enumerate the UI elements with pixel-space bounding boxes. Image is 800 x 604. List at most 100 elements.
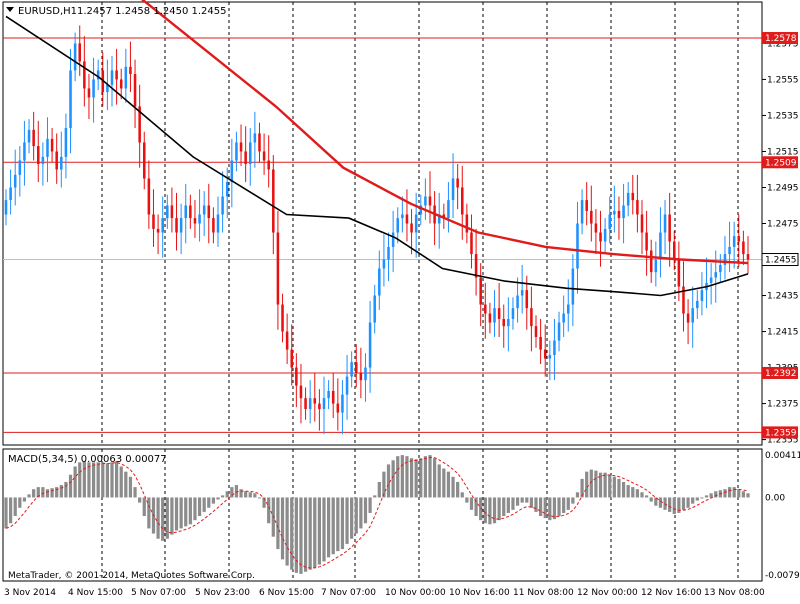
- macd-bar: [211, 497, 216, 504]
- ma-slow-line: [140, 0, 749, 265]
- candle-body: [401, 214, 404, 219]
- candle-body: [50, 138, 54, 152]
- macd-panel: [2, 448, 763, 582]
- macd-bar: [179, 497, 183, 529]
- candle-body: [631, 192, 635, 201]
- macd-bar: [188, 497, 192, 525]
- candle-body: [682, 286, 685, 314]
- candle-body: [304, 398, 307, 409]
- macd-bar: [239, 489, 243, 498]
- macd-bar: [400, 455, 404, 498]
- macd-bar: [340, 497, 345, 550]
- price-tick-label: 1.2535: [767, 111, 799, 121]
- macd-bar: [13, 497, 17, 517]
- macd-bar: [391, 460, 395, 498]
- copyright-text: MetaTrader, © 2001-2014, MetaQuotes Soft…: [8, 571, 255, 581]
- macd-bar: [105, 463, 110, 498]
- macd-bar: [280, 497, 285, 560]
- candle-body: [746, 254, 750, 260]
- macd-bar: [451, 476, 455, 498]
- price-tick-label: 1.2515: [767, 147, 799, 157]
- candle-body: [428, 196, 432, 206]
- candle-body: [179, 218, 183, 233]
- macd-bar: [617, 478, 621, 498]
- candle-body: [64, 128, 68, 157]
- macd-bar: [78, 462, 82, 498]
- candle-body: [728, 246, 731, 255]
- macd-bar: [32, 489, 36, 498]
- macd-bar: [257, 497, 262, 499]
- candle-body: [290, 349, 294, 368]
- price-tick-label: 1.2375: [767, 400, 799, 410]
- candle-body: [456, 178, 459, 188]
- macd-bar: [156, 497, 160, 539]
- macd-bar: [626, 485, 630, 498]
- candle-body: [13, 174, 17, 188]
- macd-bar: [363, 497, 368, 524]
- macd-bar: [538, 497, 543, 517]
- candle-body: [719, 264, 722, 273]
- macd-bar: [18, 497, 22, 508]
- candle-body: [696, 300, 699, 309]
- macd-bar: [423, 456, 428, 498]
- macd-bar: [262, 497, 266, 508]
- macd-bar: [428, 455, 432, 498]
- macd-bar: [419, 458, 423, 498]
- macd-bar: [253, 493, 257, 498]
- macd-bar: [704, 495, 709, 498]
- candle-body: [700, 290, 704, 301]
- candle-body: [649, 250, 653, 273]
- level-label: 1.2359: [765, 428, 797, 438]
- candle-body: [654, 259, 658, 273]
- macd-bar: [27, 494, 31, 498]
- time-tick-label: 4 Nov 15:00: [68, 588, 123, 598]
- candle-body: [308, 398, 312, 409]
- candle-body: [663, 214, 667, 233]
- candle-body: [442, 214, 446, 219]
- macd-bar: [225, 491, 229, 498]
- price-tick-label: 1.2415: [767, 328, 799, 338]
- candle-body: [207, 205, 211, 219]
- candle-body: [313, 398, 317, 404]
- macd-bar: [681, 497, 686, 510]
- candle-body: [686, 313, 690, 323]
- macd-bar: [110, 462, 114, 498]
- macd-bar: [732, 487, 736, 498]
- macd-bar: [492, 497, 497, 524]
- candle-body: [626, 192, 630, 206]
- candle-body: [318, 403, 321, 409]
- candle-body: [677, 259, 681, 287]
- candle-body: [405, 214, 409, 224]
- macd-bar: [700, 497, 704, 499]
- macd-bar: [608, 474, 612, 498]
- horizontal-levels: [3, 37, 762, 433]
- macd-bar: [299, 497, 303, 574]
- candle-body: [124, 66, 128, 89]
- candle-body: [138, 106, 141, 143]
- candle-body: [267, 160, 270, 170]
- macd-bar: [350, 497, 354, 539]
- macd-histogram: 0.00411 0.00 -0.0079: [4, 451, 800, 581]
- macd-bar: [672, 497, 676, 514]
- macd-bar: [502, 497, 506, 517]
- candle-body: [594, 223, 598, 233]
- candle-body: [336, 403, 340, 413]
- candle-body: [46, 138, 49, 157]
- macd-bar: [437, 464, 441, 498]
- macd-bar: [525, 497, 529, 503]
- macd-tick-label: 0.00411: [765, 451, 800, 461]
- candle-body: [396, 218, 400, 233]
- candle-body: [470, 232, 473, 255]
- candle-body: [737, 236, 741, 242]
- candle-body: [543, 349, 547, 359]
- macd-bar: [373, 495, 377, 498]
- macd-bar: [677, 497, 681, 513]
- macd-bar: [101, 462, 105, 498]
- dropdown-triangle-icon[interactable]: [6, 7, 14, 12]
- ohlc-values: 1.2457 1.2458 1.2450 1.2455: [77, 6, 227, 17]
- macd-bar: [621, 481, 626, 498]
- candle-body: [225, 182, 229, 197]
- macd-bar: [571, 497, 575, 504]
